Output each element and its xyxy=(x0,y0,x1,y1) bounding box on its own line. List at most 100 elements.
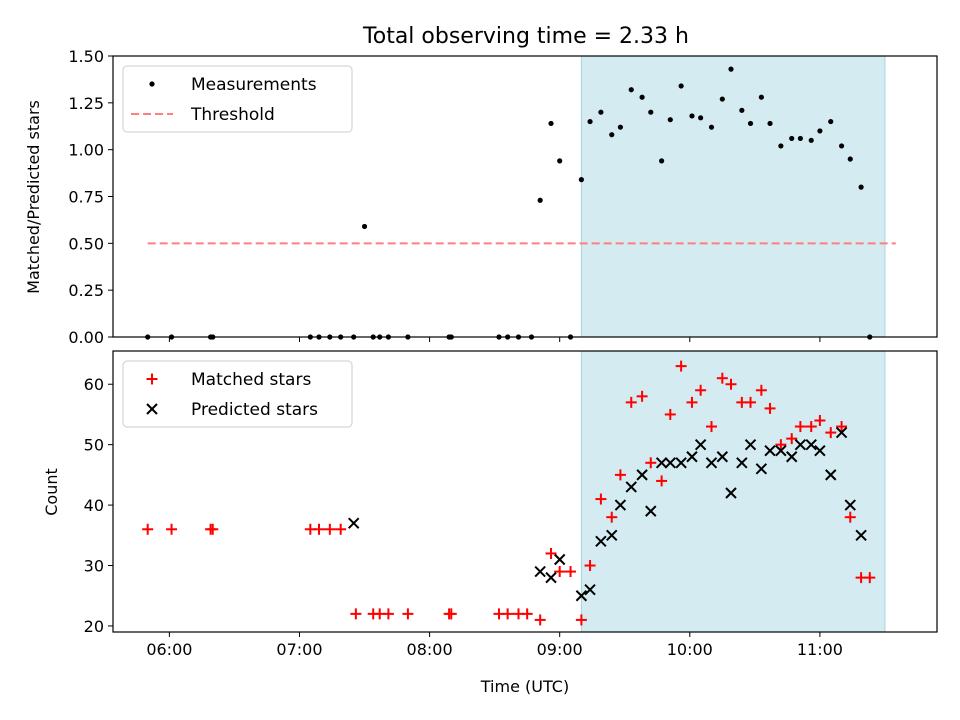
measurement-point xyxy=(361,223,368,230)
predicted-star-marker xyxy=(645,505,657,517)
top-ylabel: Matched/Predicted stars xyxy=(24,100,43,294)
measurement-point xyxy=(847,156,853,162)
measurement-point xyxy=(598,109,604,115)
matched-star-marker xyxy=(814,414,826,426)
matched-star-marker xyxy=(324,523,336,535)
measurement-point xyxy=(817,128,823,134)
top-panel: 0.00 0.25 0.50 0.75 1.00 1.25 1.50 Measurements… xyxy=(68,47,938,347)
matched-star-marker xyxy=(636,390,648,402)
measurement-point xyxy=(747,120,754,127)
matched-star-marker xyxy=(142,523,154,535)
legend-dot-marker xyxy=(149,81,155,87)
predicted-star-marker xyxy=(725,487,737,499)
predicted-star-marker xyxy=(545,571,557,584)
matched-star-marker xyxy=(595,493,607,505)
measurement-point xyxy=(678,83,684,89)
predicted-star-marker xyxy=(814,445,826,457)
top-ytick-label: 1.00 xyxy=(68,141,104,160)
matched-star-marker xyxy=(335,523,347,535)
top-ytick-label: 0.75 xyxy=(68,188,104,207)
predicted-star-marker xyxy=(675,457,687,469)
matched-star-marker xyxy=(313,523,325,535)
bottom-xlabel: Time (UTC) xyxy=(480,677,569,696)
predicted-star-marker xyxy=(686,451,698,463)
matched-star-marker xyxy=(382,608,394,620)
legend-plus-marker xyxy=(146,373,158,385)
measurement-point xyxy=(797,135,803,142)
matched-star-marker xyxy=(402,608,414,620)
predicted-star-marker xyxy=(805,438,817,451)
measurement-point xyxy=(587,118,593,125)
predicted-star-marker xyxy=(664,457,676,469)
measurement-point xyxy=(828,118,834,125)
measurement-point xyxy=(667,117,673,123)
predicted-star-marker xyxy=(584,583,596,596)
top-legend: Measurements Threshold xyxy=(122,65,353,133)
measurement-point xyxy=(659,158,665,164)
measurement-point xyxy=(648,109,654,115)
bottom-ytick-label: 50 xyxy=(84,436,104,455)
matched-star-marker xyxy=(606,511,618,523)
matched-star-marker xyxy=(166,523,178,535)
predicted-star-marker xyxy=(575,590,588,602)
predicted-star-marker xyxy=(595,535,607,548)
matched-star-marker xyxy=(844,511,856,523)
predicted-star-marker xyxy=(534,565,546,578)
predicted-star-marker xyxy=(625,481,637,493)
bottom-ytick-label: 60 xyxy=(84,375,104,394)
chart-title: Total observing time = 2.33 h xyxy=(362,24,689,49)
matched-star-marker xyxy=(755,384,767,396)
matched-star-marker xyxy=(614,469,626,481)
matched-star-marker xyxy=(775,439,787,451)
bottom-panel: 20 30 40 50 60 06:00 07:00 08:00 09:00 10:00 11:00… xyxy=(84,350,938,659)
measurement-point xyxy=(728,66,734,72)
measurement-point xyxy=(617,124,624,130)
matched-star-marker xyxy=(207,523,219,535)
bottom-xtick-label: 08:00 xyxy=(407,640,453,659)
legend-x-marker xyxy=(146,403,158,415)
matched-star-marker xyxy=(575,614,587,626)
predicted-star-marker xyxy=(606,529,618,542)
predicted-star-marker xyxy=(736,457,748,469)
predicted-star-marker xyxy=(835,426,848,439)
measurement-point xyxy=(758,94,764,100)
bottom-xtick-label: 07:00 xyxy=(276,640,322,659)
measurement-point xyxy=(689,113,695,119)
matched-star-marker xyxy=(625,396,637,408)
predicted-star-marker xyxy=(655,457,668,469)
measurement-point xyxy=(628,87,634,93)
predicted-star-marker xyxy=(794,438,807,451)
bottom-xtick-label: 09:00 xyxy=(537,640,583,659)
matched-star-marker xyxy=(825,427,837,439)
matched-star-marker xyxy=(545,547,557,559)
matched-star-marker xyxy=(565,566,577,578)
measurement-point xyxy=(639,94,645,100)
measurement-point xyxy=(578,177,584,183)
measurement-point xyxy=(609,132,615,138)
measurement-point xyxy=(808,137,814,143)
matched-star-marker xyxy=(350,608,362,620)
matched-star-marker xyxy=(584,560,596,572)
measurement-point xyxy=(778,143,784,149)
matched-star-marker xyxy=(675,360,687,372)
bottom-xtick-label: 06:00 xyxy=(146,640,192,659)
bottom-ytick-label: 30 xyxy=(84,557,104,576)
measurement-point xyxy=(789,135,795,142)
measurement-point xyxy=(557,158,563,164)
matched-star-marker xyxy=(664,408,676,420)
measurement-point xyxy=(739,107,745,113)
predicted-star-marker xyxy=(764,445,776,457)
predicted-star-marker xyxy=(844,499,856,511)
matched-star-marker xyxy=(864,572,876,584)
top-observing-window xyxy=(580,55,886,338)
predicted-star-marker xyxy=(775,445,787,457)
top-ytick-label: 0.50 xyxy=(68,234,104,253)
measurement-point xyxy=(767,120,773,127)
matched-star-marker xyxy=(764,402,776,414)
predicted-star-marker xyxy=(614,499,627,511)
legend-label: Matched stars xyxy=(191,370,311,390)
matched-star-marker xyxy=(705,421,717,433)
top-axes-frame xyxy=(112,55,938,338)
predicted-star-marker xyxy=(744,438,757,451)
